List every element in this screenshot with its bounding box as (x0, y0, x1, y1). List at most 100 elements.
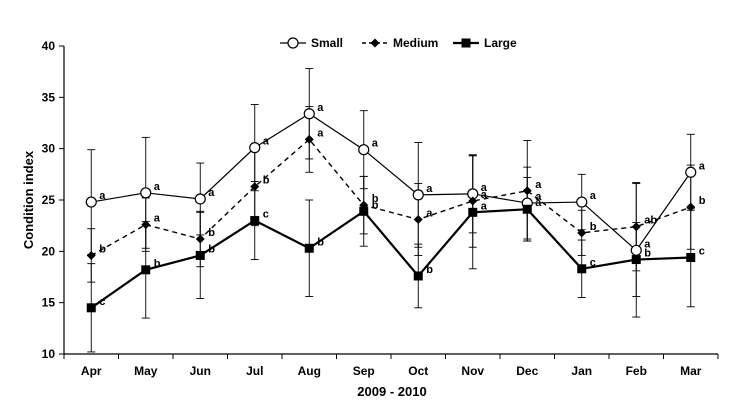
medium-sig-label: b (208, 227, 215, 239)
error-bars (87, 68, 695, 353)
legend-marker-medium (370, 38, 380, 48)
small-point (140, 187, 152, 199)
large-sig-label: a (481, 200, 488, 212)
legend-label-large: Large (484, 36, 517, 50)
x-tick-label: Jan (571, 364, 592, 378)
legend-marker-large (461, 38, 471, 48)
large-sig-label: c (263, 209, 269, 221)
y-tick-label: 35 (42, 90, 56, 104)
medium-point (577, 228, 587, 238)
large-point (577, 264, 587, 274)
large-point (468, 207, 478, 217)
large-point (195, 250, 205, 260)
small-series-line (91, 113, 692, 252)
large-sig-label: c (590, 257, 596, 269)
y-tick-label: 10 (42, 347, 56, 361)
medium-sig-label: a (535, 179, 542, 191)
y-tick-label: 25 (42, 193, 56, 207)
medium-point (413, 215, 423, 225)
large-sig-label: b (154, 258, 161, 270)
medium-sig-label: a (481, 189, 488, 201)
medium-point (141, 220, 151, 230)
tick-labels: 10 15 20 25 30 35 40 Apr May Jun Jul Aug Sep Oct Nov De… (42, 39, 702, 378)
large-sig-label: c (699, 245, 705, 257)
medium-series-line (90, 138, 691, 257)
large-sig-label: a (535, 197, 542, 209)
legend: Small Medium Large (280, 36, 517, 50)
series-lines (90, 113, 692, 309)
small-sig-label: a (263, 136, 270, 148)
small-point (685, 166, 697, 178)
small-sig-label: a (481, 182, 488, 194)
medium-point (250, 182, 260, 192)
large-point (250, 216, 260, 226)
x-tick-label: Dec (516, 364, 538, 378)
medium-point (195, 234, 205, 244)
y-tick-label: 20 (42, 244, 56, 258)
medium-sig-label: a (317, 127, 324, 139)
medium-sig-label: b (372, 193, 379, 205)
x-tick-label: May (134, 364, 158, 378)
medium-sig-label: a (426, 208, 433, 220)
small-sig-label: a (535, 191, 542, 203)
medium-point (468, 196, 478, 206)
legend-marker-small (287, 37, 299, 49)
large-sig-label: c (99, 296, 105, 308)
small-sig-label: a (99, 190, 106, 202)
medium-sig-label: a (154, 213, 161, 225)
small-sig-label: a (154, 181, 161, 193)
x-tick-label: Oct (408, 364, 428, 378)
medium-sig-label: b (699, 195, 706, 207)
large-point (86, 303, 96, 313)
large-sig-label: b (208, 243, 215, 255)
large-point (413, 271, 423, 281)
medium-sig-label: b (99, 243, 106, 255)
small-sig-label: a (590, 190, 597, 202)
series-markers (85, 108, 697, 313)
x-tick-label: Aug (298, 364, 321, 378)
large-sig-label: b (372, 199, 379, 211)
large-point (304, 243, 314, 253)
x-tick-label: Apr (81, 364, 102, 378)
small-sig-label: a (426, 183, 433, 195)
medium-point (86, 250, 96, 260)
small-point (194, 193, 206, 205)
medium-sig-label: b (590, 221, 597, 233)
small-sig-label: a (699, 160, 706, 172)
small-point (576, 196, 588, 208)
small-sig-label: a (644, 238, 651, 250)
medium-point (631, 222, 641, 232)
x-axis-title: 2009 - 2010 (357, 384, 426, 399)
large-point (686, 252, 696, 262)
large-series-line (90, 208, 691, 309)
medium-point (522, 186, 532, 196)
small-point (358, 144, 370, 156)
large-point (631, 255, 641, 265)
y-tick-label: 30 (42, 142, 56, 156)
legend-label-medium: Medium (393, 36, 438, 50)
medium-point (304, 134, 314, 144)
x-tick-label: Jul (246, 364, 263, 378)
x-tick-label: Mar (680, 364, 702, 378)
x-tick-label: Sep (353, 364, 375, 378)
y-axis-title: Condition index (21, 150, 36, 249)
x-tick-label: Feb (626, 364, 647, 378)
small-sig-label: a (208, 187, 215, 199)
medium-sig-label: ab (644, 215, 657, 227)
small-sig-label: a (372, 138, 379, 150)
large-sig-label: b (644, 248, 651, 260)
legend-label-small: Small (311, 36, 343, 50)
small-point (85, 196, 97, 208)
medium-point (686, 202, 696, 212)
large-point (522, 204, 532, 214)
y-tick-label: 40 (42, 39, 56, 53)
y-tick-label: 15 (42, 296, 56, 310)
medium-sig-label: b (263, 175, 270, 187)
large-sig-label: b (317, 236, 324, 248)
axes (59, 45, 719, 359)
x-tick-label: Jun (190, 364, 211, 378)
large-point (359, 206, 369, 216)
large-point (141, 265, 151, 275)
